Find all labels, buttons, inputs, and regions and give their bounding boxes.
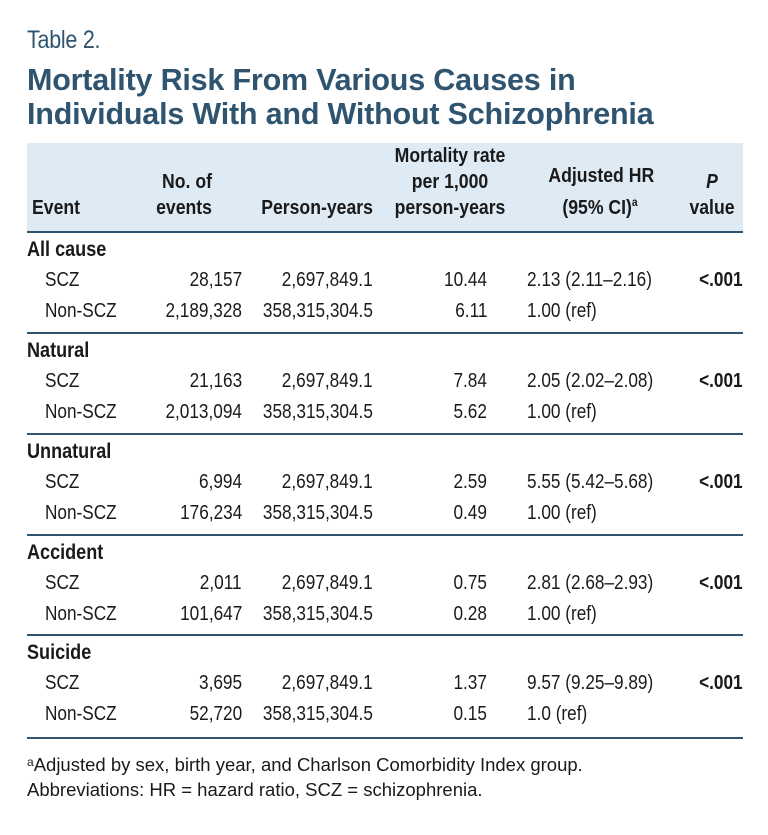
footnote-abbreviations: Abbreviations: HR = hazard ratio, SCZ = … (27, 779, 483, 800)
cell-mortality-rate: 2.59 (453, 471, 487, 493)
cell-person-years: 2,697,849.1 (282, 269, 373, 291)
cell-p-value: <.001 (699, 572, 743, 594)
row-label: Non-SCZ (45, 703, 117, 725)
cell-mortality-rate: 0.75 (453, 572, 487, 594)
cell-person-years: 358,315,304.5 (263, 502, 373, 524)
cell-mortality-rate: 10.44 (443, 269, 487, 291)
cell-person-years: 2,697,849.1 (282, 471, 373, 493)
cell-adjusted-hr: 5.55 (5.42–5.68) (527, 471, 654, 493)
row-group: Natural SCZ 21,163 2,697,849.1 7.84 2.05 (2.0… (27, 334, 743, 434)
table-title: Mortality Risk From Various Causes in In… (27, 63, 767, 131)
cell-adjusted-hr: 2.05 (2.02–2.08) (527, 370, 654, 392)
cell-events: 28,157 (189, 269, 242, 291)
cell-events: 176,234 (179, 502, 242, 524)
row-label: SCZ (45, 471, 80, 493)
col-header-person-years: Person-years (261, 196, 373, 219)
table-row: Non-SCZ 101,647 358,315,304.5 0.28 1.00 (ref… (27, 601, 743, 629)
cell-p-value: <.001 (699, 471, 743, 493)
row-label: Non-SCZ (45, 401, 117, 423)
title-line-1: Mortality Risk From Various Causes in (27, 63, 576, 97)
table-row: SCZ 6,994 2,697,849.1 2.59 5.55 (5.42–5.68) <… (27, 469, 743, 497)
table-row: SCZ 28,157 2,697,849.1 10.44 2.13 (2.11–2.16… (27, 267, 743, 295)
cell-events: 2,011 (200, 572, 242, 594)
cell-adjusted-hr: 1.00 (ref) (527, 603, 597, 625)
cell-mortality-rate: 0.49 (453, 502, 487, 524)
col-header-mortality-rate: Mortality rate per 1,000 person-years (394, 144, 506, 219)
cell-adjusted-hr: 1.00 (ref) (527, 502, 597, 524)
table-row: Non-SCZ 2,189,328 358,315,304.5 6.11 1.00 (r… (27, 298, 743, 326)
row-group: Suicide SCZ 3,695 2,697,849.1 1.37 9.57 (9.25… (27, 636, 743, 736)
group-label: Unnatural (27, 440, 112, 463)
row-label: Non-SCZ (45, 603, 117, 625)
row-group: Unnatural SCZ 6,994 2,697,849.1 2.59 5.55 (5.… (27, 435, 743, 535)
table-header: Event No. of events Person-years Mortalit… (27, 143, 743, 231)
cell-events: 2,013,094 (165, 401, 242, 423)
cell-person-years: 2,697,849.1 (282, 572, 373, 594)
cell-events: 101,647 (179, 603, 242, 625)
table-row: Non-SCZ 52,720 358,315,304.5 0.15 1.0 (ref) (27, 701, 743, 729)
group-rule (27, 332, 743, 334)
col-header-events: No. of events (156, 170, 212, 219)
cell-adjusted-hr: 2.81 (2.68–2.93) (527, 572, 654, 594)
cell-mortality-rate: 0.15 (453, 703, 487, 725)
footnote-a: aAdjusted by sex, birth year, and Charls… (27, 754, 583, 775)
cell-person-years: 2,697,849.1 (282, 672, 373, 694)
table-label: Table 2. (27, 26, 101, 54)
cell-person-years: 2,697,849.1 (282, 370, 373, 392)
cell-mortality-rate: 1.37 (453, 672, 487, 694)
row-label: SCZ (45, 572, 80, 594)
group-label: Suicide (27, 641, 92, 664)
cell-p-value: <.001 (699, 269, 743, 291)
group-label: Accident (27, 541, 104, 564)
col-header-event: Event (32, 196, 81, 219)
table-row: SCZ 3,695 2,697,849.1 1.37 9.57 (9.25–9.89) <… (27, 670, 743, 698)
group-rule (27, 433, 743, 435)
bottom-rule (27, 737, 743, 739)
group-label: Natural (27, 339, 90, 362)
cell-mortality-rate: 6.11 (454, 300, 487, 322)
cell-person-years: 358,315,304.5 (263, 603, 373, 625)
table-row: Non-SCZ 176,234 358,315,304.5 0.49 1.00 (ref… (27, 500, 743, 528)
group-rule (27, 534, 743, 536)
cell-events: 6,994 (198, 471, 242, 493)
cell-mortality-rate: 7.84 (453, 370, 487, 392)
cell-person-years: 358,315,304.5 (263, 300, 373, 322)
cell-person-years: 358,315,304.5 (263, 703, 373, 725)
table-row: Non-SCZ 2,013,094 358,315,304.5 5.62 1.00 (r… (27, 399, 743, 427)
row-group: All cause SCZ 28,157 2,697,849.1 10.44 2.13 (… (27, 233, 743, 333)
table-row: SCZ 21,163 2,697,849.1 7.84 2.05 (2.02–2.08)… (27, 368, 743, 396)
cell-events: 2,189,328 (165, 300, 242, 322)
cell-adjusted-hr: 1.0 (ref) (527, 703, 588, 725)
cell-events: 52,720 (189, 703, 242, 725)
row-label: Non-SCZ (45, 300, 117, 322)
cell-adjusted-hr: 2.13 (2.11–2.16) (527, 269, 652, 291)
row-label: SCZ (45, 370, 80, 392)
header-rule (27, 231, 743, 233)
title-line-2: Individuals With and Without Schizophren… (27, 97, 654, 131)
col-header-adjusted-hr: Adjusted HR (95% CI)a (548, 164, 655, 219)
group-label: All cause (27, 238, 107, 261)
cell-p-value: <.001 (699, 672, 743, 694)
row-group: Accident SCZ 2,011 2,697,849.1 0.75 2.81 (2.6… (27, 536, 743, 636)
cell-adjusted-hr: 1.00 (ref) (527, 300, 597, 322)
cell-adjusted-hr: 9.57 (9.25–9.89) (527, 672, 654, 694)
table-row: SCZ 2,011 2,697,849.1 0.75 2.81 (2.68–2.93) <… (27, 570, 743, 598)
cell-adjusted-hr: 1.00 (ref) (527, 401, 597, 423)
row-label: Non-SCZ (45, 502, 117, 524)
cell-events: 3,695 (198, 672, 242, 694)
group-rule (27, 634, 743, 636)
row-label: SCZ (45, 269, 80, 291)
cell-p-value: <.001 (699, 370, 743, 392)
row-label: SCZ (45, 672, 80, 694)
footnotes: aAdjusted by sex, birth year, and Charls… (27, 752, 768, 802)
cell-events: 21,163 (189, 370, 242, 392)
cell-person-years: 358,315,304.5 (263, 401, 373, 423)
cell-mortality-rate: 0.28 (453, 603, 487, 625)
cell-mortality-rate: 5.62 (453, 401, 487, 423)
